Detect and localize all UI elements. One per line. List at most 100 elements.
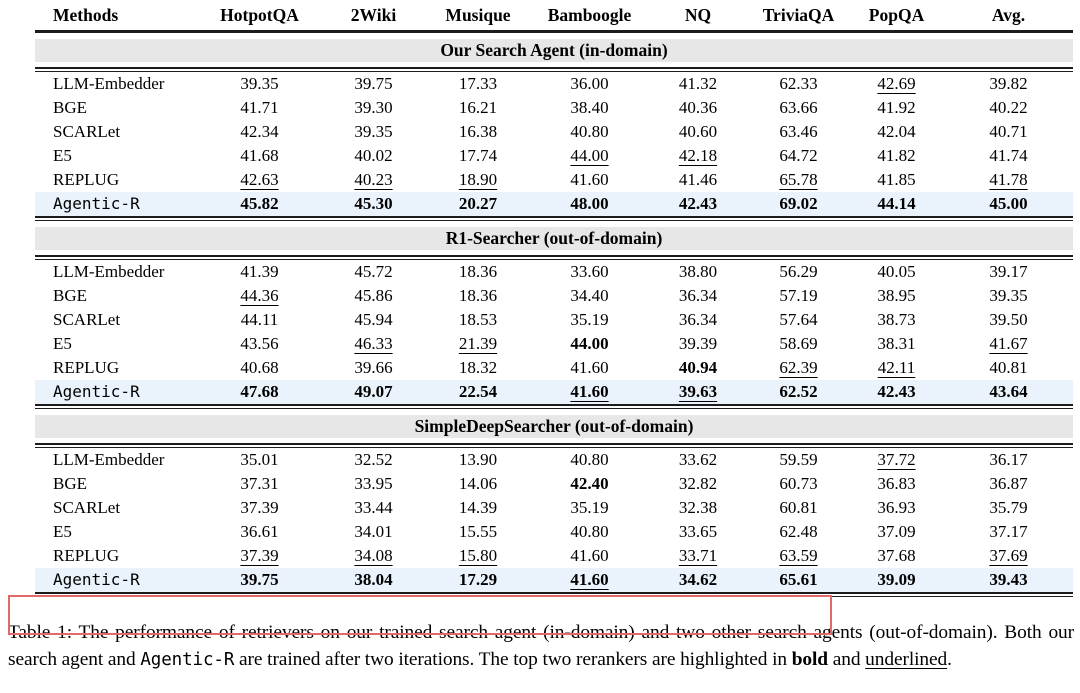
value-cell: 36.34 [678, 309, 718, 329]
value-cell: 39.82 [989, 73, 1028, 93]
value-cell: 44.11 [240, 309, 279, 329]
table-row: REPLUG 37.39 34.08 15.80 41.60 33.71 63.59 37.6… [35, 544, 1073, 568]
section-title: Our Search Agent (in-domain) [440, 39, 668, 60]
section-title: R1-Searcher (out-of-domain) [445, 227, 663, 248]
section-rule [35, 254, 1073, 260]
value-cell: 62.48 [779, 521, 818, 541]
column-header-row: Methods HotpotQA 2Wiki Musique Bamboogle… [35, 2, 1073, 28]
value-cell: 38.73 [877, 309, 916, 329]
value-cell: 14.39 [458, 497, 498, 517]
table-row: BGE 37.31 33.95 14.06 42.40 32.82 60.73 36.83 36… [35, 472, 1073, 496]
method-cell: Agentic-R [53, 193, 140, 213]
section-rule [35, 403, 1073, 409]
value-cell: 40.36 [678, 97, 718, 117]
value-cell: 39.35 [989, 285, 1028, 305]
value-cell: 60.81 [779, 497, 818, 517]
value-cell: 45.82 [240, 193, 279, 213]
value-cell: 13.90 [458, 449, 498, 469]
value-cell: 20.27 [458, 193, 498, 213]
method-cell: BGE [53, 473, 87, 493]
method-cell: BGE [53, 97, 87, 117]
column-header-bamboogle: Bamboogle [547, 5, 632, 25]
value-cell: 34.40 [570, 285, 609, 305]
value-cell: 17.74 [458, 145, 498, 165]
value-cell: 41.92 [877, 97, 916, 117]
value-cell: 41.85 [877, 169, 916, 189]
value-cell: 36.61 [240, 521, 279, 541]
value-cell: 35.79 [989, 497, 1028, 517]
value-cell: 40.80 [570, 449, 609, 469]
value-cell: 38.31 [877, 333, 916, 353]
value-cell: 32.82 [678, 473, 718, 493]
table-row: BGE 44.36 45.86 18.36 34.40 36.34 57.19 38.95 39… [35, 284, 1073, 308]
table-row: SCARLet 44.11 45.94 18.53 35.19 36.34 57.64 38.… [35, 308, 1073, 332]
value-cell: 43.64 [989, 381, 1028, 401]
value-cell: 33.62 [678, 449, 718, 469]
value-cell: 21.39 [458, 333, 498, 353]
value-cell: 18.90 [458, 169, 498, 189]
value-cell: 43.56 [240, 333, 279, 353]
value-cell: 42.18 [678, 145, 718, 165]
value-cell: 37.09 [877, 521, 916, 541]
value-cell: 41.74 [989, 145, 1028, 165]
value-cell: 45.30 [354, 193, 393, 213]
value-cell: 41.60 [570, 545, 609, 565]
method-cell: SCARLet [53, 497, 121, 517]
value-cell: 36.93 [877, 497, 916, 517]
value-cell: 45.86 [354, 285, 393, 305]
method-cell: Agentic-R [53, 381, 140, 401]
value-cell: 37.39 [240, 545, 279, 565]
method-cell: REPLUG [53, 545, 120, 565]
value-cell: 49.07 [354, 381, 393, 401]
value-cell: 42.69 [877, 73, 916, 93]
value-cell: 33.71 [678, 545, 718, 565]
value-cell: 39.43 [989, 569, 1028, 589]
value-cell: 34.01 [354, 521, 393, 541]
value-cell: 40.94 [678, 357, 718, 377]
value-cell: 45.72 [354, 261, 393, 281]
value-cell: 62.39 [779, 357, 818, 377]
value-cell: 42.40 [570, 473, 609, 493]
method-cell: E5 [53, 333, 72, 353]
section-title: SimpleDeepSearcher (out-of-domain) [414, 415, 694, 436]
value-cell: 64.72 [779, 145, 818, 165]
section-rule [35, 66, 1073, 72]
value-cell: 18.36 [458, 285, 498, 305]
value-cell: 41.46 [678, 169, 718, 189]
value-cell: 40.80 [570, 121, 609, 141]
value-cell: 41.60 [570, 357, 609, 377]
value-cell: 42.11 [877, 357, 916, 377]
value-cell: 18.32 [458, 357, 498, 377]
column-header-nq: NQ [684, 5, 712, 25]
value-cell: 18.36 [458, 261, 498, 281]
value-cell: 57.64 [779, 309, 818, 329]
value-cell: 35.19 [570, 309, 609, 329]
column-header-musique: Musique [445, 5, 511, 25]
table-caption: Table 1: The performance of retrievers o… [8, 620, 1074, 673]
value-cell: 17.29 [458, 569, 498, 589]
value-cell: 15.80 [458, 545, 498, 565]
value-cell: 36.83 [877, 473, 916, 493]
value-cell: 39.39 [678, 333, 718, 353]
method-cell: REPLUG [53, 169, 120, 189]
value-cell: 34.62 [678, 569, 718, 589]
section-rows-r1-searcher: LLM-Embedder 41.39 45.72 18.36 33.60 38.80 56.… [35, 260, 1073, 404]
value-cell: 40.60 [678, 121, 718, 141]
value-cell: 16.21 [458, 97, 498, 117]
value-cell: 56.29 [779, 261, 818, 281]
value-cell: 39.63 [678, 381, 718, 401]
value-cell: 36.87 [989, 473, 1028, 493]
method-cell: BGE [53, 285, 87, 305]
value-cell: 37.72 [877, 449, 916, 469]
value-cell: 65.61 [779, 569, 818, 589]
value-cell: 65.78 [779, 169, 818, 189]
value-cell: 44.00 [570, 145, 609, 165]
value-cell: 41.32 [678, 73, 718, 93]
value-cell: 42.34 [240, 121, 279, 141]
value-cell: 15.55 [458, 521, 498, 541]
table-row: E5 41.68 40.02 17.74 44.00 42.18 64.72 41.82 41.… [35, 144, 1073, 168]
table-row: LLM-Embedder 41.39 45.72 18.36 33.60 38.80 56.… [35, 260, 1073, 284]
value-cell: 36.34 [678, 285, 718, 305]
results-table: Methods HotpotQA 2Wiki Musique Bamboogle… [35, 2, 1073, 597]
